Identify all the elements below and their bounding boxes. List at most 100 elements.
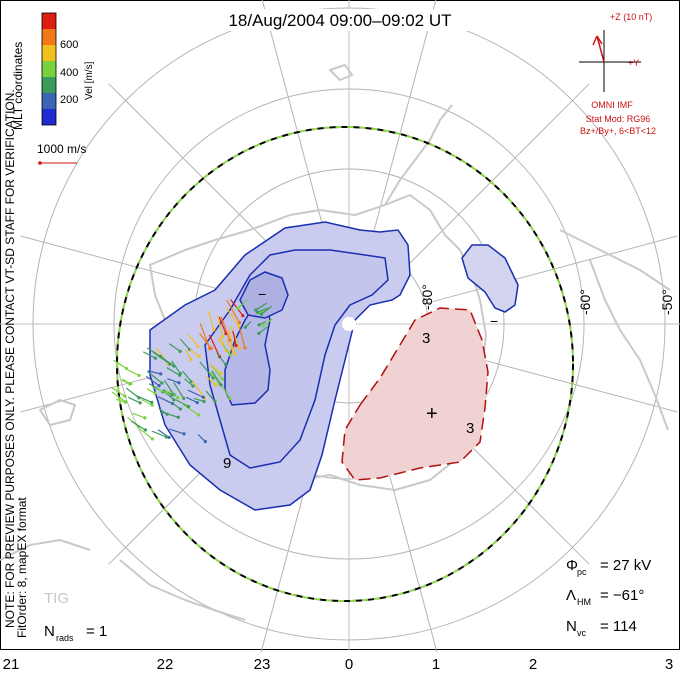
velocity-vector-origin	[228, 396, 232, 401]
velocity-vector	[111, 391, 127, 403]
velocity-vector	[145, 375, 160, 387]
map-title: 18/Aug/2004 09:00–09:02 UT	[228, 11, 451, 30]
velocity-vector	[179, 338, 191, 350]
velocity-vector-origin	[123, 400, 127, 404]
velocity-vector-origin	[178, 349, 182, 353]
colorbar-seg-7	[42, 109, 56, 125]
pos-upper-label: 3	[422, 330, 430, 347]
velocity-vector	[205, 390, 216, 402]
velocity-vector-origin	[123, 394, 127, 398]
velocity-vector	[222, 344, 231, 356]
positive-potential-cell	[341, 307, 489, 481]
velocity-vector	[171, 402, 181, 410]
velocity-vector	[226, 299, 240, 323]
velocity-scale: 1000 m/s	[37, 142, 86, 165]
station-label: TIG	[44, 590, 69, 607]
phi-pc-value: = 27 kV	[600, 557, 651, 574]
fit-order-label: FitOrder: 8, mapEX format	[15, 497, 29, 638]
lambda-hm-symbol: Λ	[566, 587, 576, 604]
velocity-vector-origin	[182, 432, 186, 436]
velocity-vector-origin	[195, 400, 199, 405]
colorbar-seg-5	[42, 77, 56, 93]
mlt-tick-0: 0	[345, 656, 353, 673]
velocity-vector	[193, 397, 205, 403]
colorbar-seg-4	[42, 61, 56, 77]
velocity-vector-origin	[153, 391, 157, 395]
mlt-tick-22: 22	[157, 656, 174, 673]
velocity-vector-origin	[160, 381, 164, 385]
velocity-vector	[169, 428, 185, 435]
velocity-vector-origin	[150, 403, 154, 407]
velocity-vector-origin	[221, 334, 225, 338]
velocity-vector	[127, 396, 141, 404]
velocity-vector	[197, 434, 206, 443]
pole-marker	[342, 317, 356, 331]
velocity-vector	[184, 378, 194, 387]
coastline-bottom-left	[0, 539, 91, 561]
imf-z-label: +Z (10 nT)	[610, 12, 652, 22]
velocity-vector	[237, 299, 248, 309]
velocity-vector	[255, 302, 267, 311]
coastline-island-left	[39, 399, 76, 426]
velocity-vector	[199, 323, 211, 349]
velocity-vector	[191, 380, 205, 399]
velocity-vector-origin	[178, 373, 182, 377]
imf-clock: +Z (10 nT) +Y OMNI IMF Stat Mod: RG96 Bz…	[579, 12, 656, 136]
colorbar-tick-200: 200	[60, 94, 78, 106]
mlt-grid-line	[261, 0, 330, 248]
nrads-value: = 1	[86, 623, 107, 640]
velocity-vector	[210, 365, 223, 380]
velocity-vector	[186, 396, 198, 404]
velocity-vector-origin	[243, 325, 248, 329]
velocity-vector-origin	[186, 404, 191, 409]
velocity-vector	[132, 412, 146, 419]
velocity-vector	[115, 398, 126, 403]
velocity-vector	[230, 326, 241, 349]
velocity-vector-origin	[259, 312, 264, 316]
velocity-vector-origin	[231, 349, 235, 353]
velocity-vector-origin	[234, 343, 238, 348]
velocity-vector	[208, 310, 215, 330]
velocity-vector-origin	[197, 354, 201, 358]
nvc-symbol: N	[566, 618, 577, 635]
velocity-vector	[211, 370, 222, 386]
velocity-vector-origin	[143, 428, 148, 432]
velocity-vector-origin	[257, 331, 261, 336]
pos-lower-label: 3	[466, 420, 474, 437]
stat-model-label: Stat Mod: RG96	[586, 114, 651, 124]
velocity-vector	[187, 389, 204, 398]
mlt-tick-3: 3	[665, 656, 673, 673]
velocity-vector-origin	[223, 362, 228, 367]
pos-contour-outer	[341, 307, 489, 481]
nrads-symbol: N	[44, 623, 55, 640]
colorbar-tick-400: 400	[60, 67, 78, 79]
velocity-vector-origin	[201, 395, 205, 399]
velocity-vector-origin	[124, 366, 129, 371]
velocity-vector	[147, 370, 161, 375]
neg-contour-core	[239, 271, 289, 319]
lat-label-60: -60°	[577, 289, 593, 315]
velocity-vector	[226, 307, 240, 327]
imf-source-label: OMNI IMF	[591, 100, 633, 110]
velocity-vector	[238, 324, 246, 348]
coordinate-label: MLT coordinates	[11, 42, 25, 130]
velocity-vector	[146, 347, 161, 358]
negative-potential-cell	[149, 221, 519, 511]
colorbar-seg-6	[42, 93, 56, 109]
velocity-vector-origin	[150, 400, 154, 404]
velocity-vector-origin	[237, 324, 241, 328]
velocity-vector	[216, 352, 227, 365]
velocity-vector-origin	[228, 353, 232, 357]
velocity-vector	[141, 398, 153, 406]
velocity-vector	[163, 379, 175, 396]
mlt-tick-1: 1	[432, 656, 440, 673]
coastline-island-top	[329, 64, 353, 81]
velocity-vector	[199, 361, 214, 379]
velocity-vector	[110, 386, 126, 397]
velocity-vector	[220, 316, 231, 341]
velocity-vector-origin	[172, 398, 176, 402]
mlt-axis: 21 22 23 0 1 2 3	[3, 656, 674, 673]
velocity-vector	[208, 334, 221, 357]
velocity-vector-origin	[232, 352, 237, 356]
